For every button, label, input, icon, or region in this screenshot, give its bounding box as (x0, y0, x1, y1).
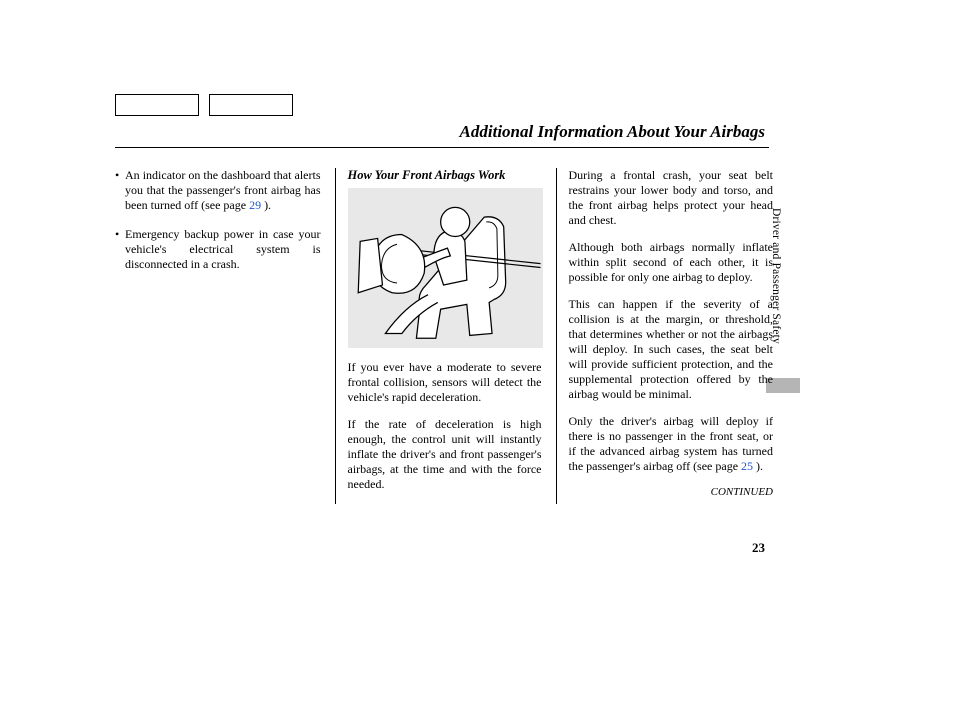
page-number: 23 (752, 540, 765, 556)
page-title: Additional Information About Your Airbag… (460, 122, 765, 142)
paragraph: If the rate of deceleration is high enou… (348, 417, 542, 492)
paragraph: Only the driver's airbag will deploy if … (569, 414, 774, 474)
column-2: How Your Front Airbags Work (335, 168, 556, 504)
para-text-post: ). (753, 459, 763, 473)
nav-box-1[interactable] (115, 94, 199, 116)
nav-boxes (115, 94, 293, 116)
bullet-text-pre: An indicator on the dashboard that alert… (125, 168, 321, 212)
bullet-text-post: ). (261, 198, 271, 212)
paragraph: If you ever have a moderate to severe fr… (348, 360, 542, 405)
bullet-text-pre: Emergency backup power in case your vehi… (125, 227, 321, 271)
page-ref-link[interactable]: 25 (741, 459, 753, 473)
paragraph: This can happen if the severity of a col… (569, 297, 774, 402)
paragraph: Although both airbags normally inflate w… (569, 240, 774, 285)
bullet-dot-icon: • (115, 227, 125, 272)
bullet-item: • Emergency backup power in case your ve… (115, 227, 321, 272)
title-rule (115, 147, 769, 148)
paragraph: During a frontal crash, your seat belt r… (569, 168, 774, 228)
page-ref-link[interactable]: 29 (249, 198, 261, 212)
column-1: • An indicator on the dashboard that ale… (115, 168, 335, 504)
bullet-text: An indicator on the dashboard that alert… (125, 168, 321, 213)
bullet-text: Emergency backup power in case your vehi… (125, 227, 321, 272)
airbag-illustration (348, 188, 543, 348)
subheading: How Your Front Airbags Work (348, 168, 542, 184)
continued-label: CONTINUED (569, 486, 774, 500)
nav-box-2[interactable] (209, 94, 293, 116)
column-3: During a frontal crash, your seat belt r… (556, 168, 776, 504)
bullet-dot-icon: • (115, 168, 125, 213)
bullet-item: • An indicator on the dashboard that ale… (115, 168, 321, 213)
content-columns: • An indicator on the dashboard that ale… (115, 168, 775, 504)
